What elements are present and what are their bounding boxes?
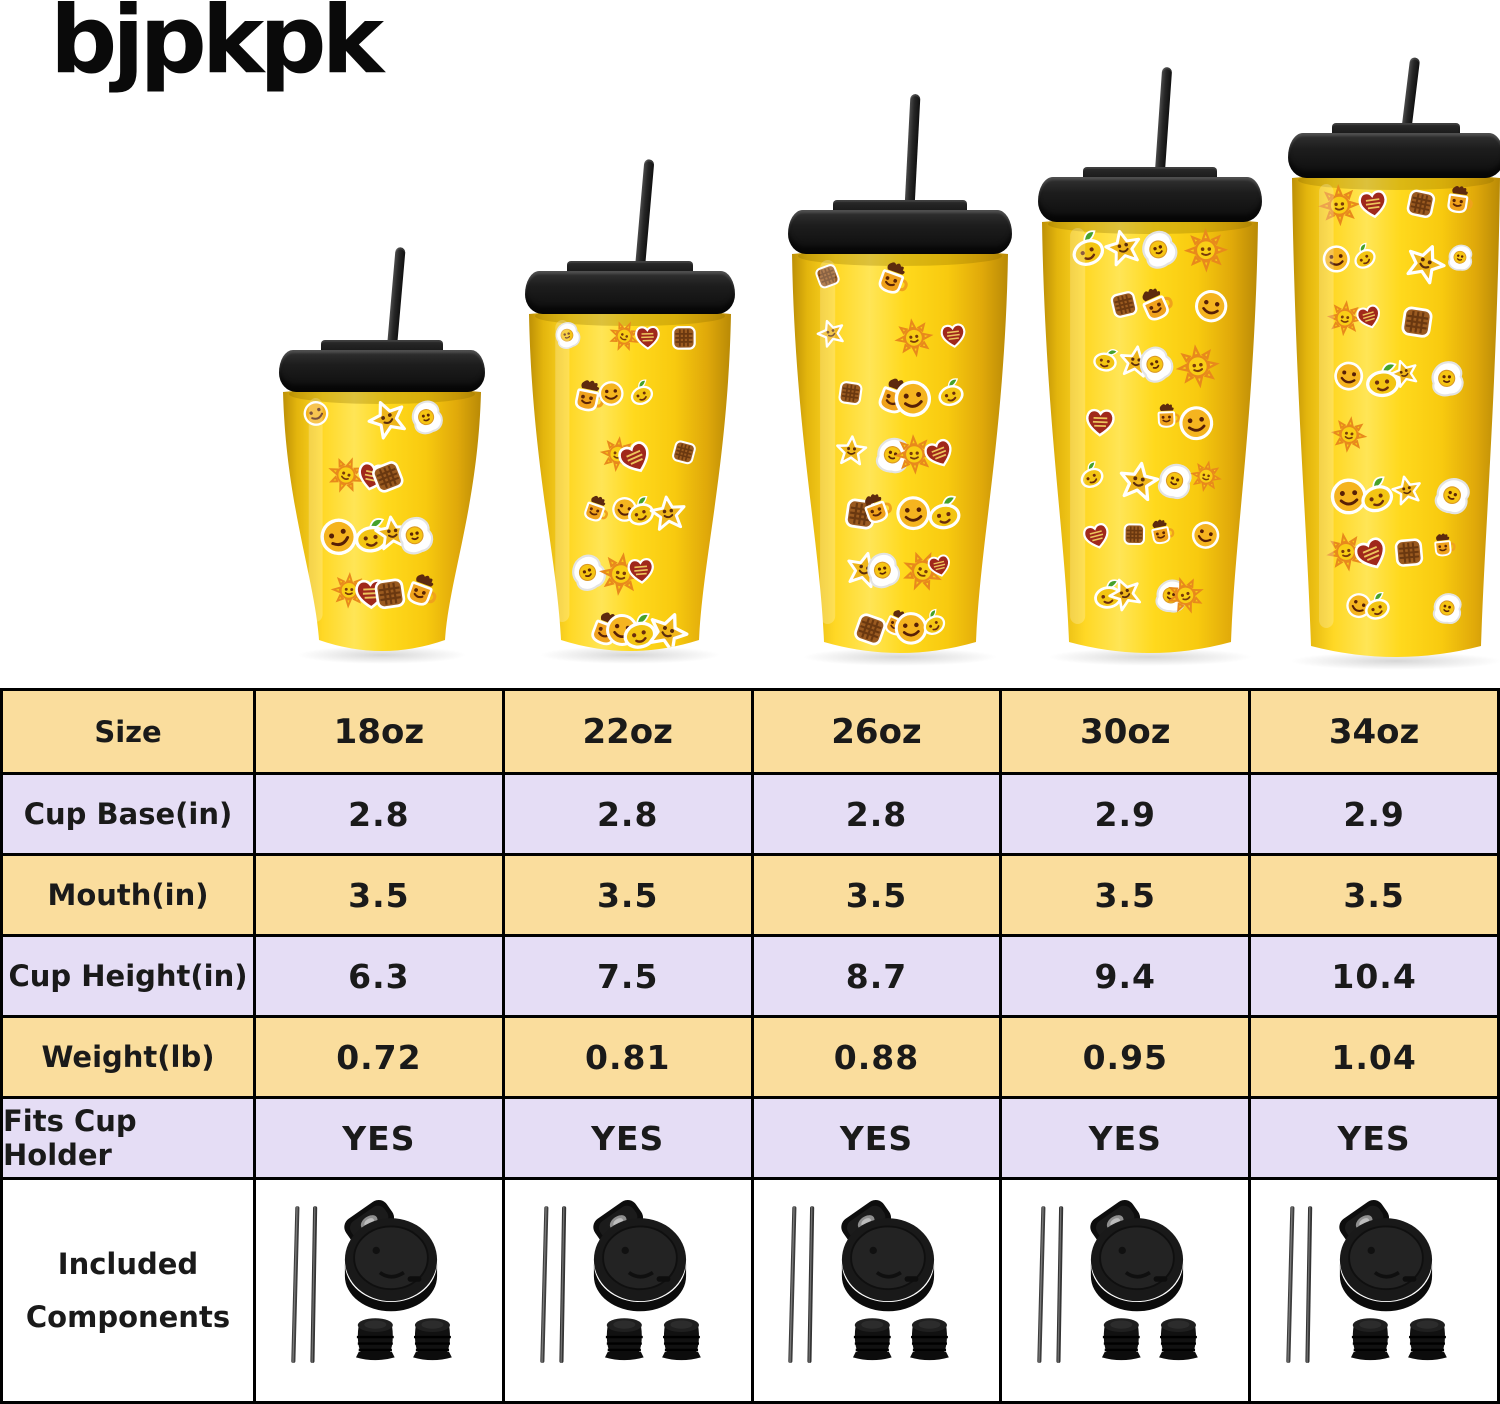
cup-shadow <box>297 646 467 664</box>
spec-row-label: Weight(lb) <box>3 1018 256 1099</box>
spec-row-label: Cup Height(in) <box>3 937 256 1018</box>
included-components-cell <box>256 1180 505 1404</box>
spec-value-cell: 8.7 <box>753 937 1003 1018</box>
tumbler-22oz <box>524 159 736 664</box>
spec-value-cell: 3.5 <box>1251 856 1500 937</box>
included-components-cell <box>753 1180 1003 1404</box>
tumbler-34oz <box>1287 57 1500 670</box>
lid <box>279 350 485 392</box>
cup-shadow <box>1289 652 1500 670</box>
spec-value-cell: 3.5 <box>753 856 1003 937</box>
lid <box>788 210 1012 254</box>
spec-value-cell: 7.5 <box>504 937 754 1018</box>
spec-size-header: 22oz <box>504 691 754 775</box>
included-components-cell <box>1251 1180 1500 1404</box>
lid <box>1288 133 1500 178</box>
spec-value-cell: 10.4 <box>1251 937 1500 1018</box>
spec-value-cell: 6.3 <box>256 937 505 1018</box>
brand-logo: bjpkpk <box>50 0 384 95</box>
included-components-cell <box>1002 1180 1252 1404</box>
spec-value-cell: 1.04 <box>1251 1018 1500 1099</box>
lid <box>1038 177 1262 222</box>
spec-value-cell: YES <box>1251 1099 1500 1180</box>
tumbler-26oz <box>787 93 1013 666</box>
spec-value-cell: 0.72 <box>256 1018 505 1099</box>
spec-value-cell: 0.95 <box>1002 1018 1252 1099</box>
spec-table: Size 18oz 22oz 26oz 30oz 34oz Cup Base(in) 2.8 2… <box>0 688 1500 1404</box>
included-components-icon <box>1019 1193 1231 1389</box>
spec-value-cell: 3.5 <box>256 856 505 937</box>
spec-value-cell: 3.5 <box>1002 856 1252 937</box>
included-components-icon <box>770 1193 982 1389</box>
included-components-icon <box>273 1193 485 1389</box>
cup-shadow <box>802 648 998 666</box>
spec-row-label: Cup Base(in) <box>3 775 256 856</box>
spec-value-cell: YES <box>753 1099 1003 1180</box>
included-label-line: Included <box>57 1247 199 1282</box>
cup-body <box>1042 214 1258 653</box>
spec-value-cell: 2.8 <box>504 775 754 856</box>
spec-value-cell: 2.9 <box>1251 775 1500 856</box>
spec-value-cell: 9.4 <box>1002 937 1252 1018</box>
spec-value-cell: 0.88 <box>753 1018 1003 1099</box>
spec-value-cell: 3.5 <box>504 856 754 937</box>
spec-size-header: 26oz <box>753 691 1003 775</box>
cup-body <box>792 246 1008 653</box>
spec-row-label: Fits Cup Holder <box>3 1099 256 1180</box>
included-components-icon <box>1268 1193 1480 1389</box>
cup-body <box>283 384 481 651</box>
spec-value-cell: YES <box>256 1099 505 1180</box>
included-label-line: Components <box>25 1299 231 1334</box>
cup-shadow <box>539 646 721 664</box>
spec-value-cell: YES <box>1002 1099 1252 1180</box>
tumbler-30oz <box>1037 66 1263 666</box>
spec-size-header: 30oz <box>1002 691 1252 775</box>
included-components-label: Included Components <box>3 1180 256 1404</box>
spec-value-cell: 0.81 <box>504 1018 754 1099</box>
cup-body <box>1292 170 1500 657</box>
included-components-icon <box>522 1193 734 1389</box>
spec-row-label: Mouth(in) <box>3 856 256 937</box>
spec-value-cell: 2.8 <box>256 775 505 856</box>
spec-size-header: 18oz <box>256 691 505 775</box>
included-components-cell <box>504 1180 754 1404</box>
spec-row-label: Size <box>3 691 256 775</box>
cup-body <box>529 306 731 651</box>
lid <box>525 271 735 314</box>
spec-size-header: 34oz <box>1251 691 1500 775</box>
spec-value-cell: 2.8 <box>753 775 1003 856</box>
spec-value-cell: 2.9 <box>1002 775 1252 856</box>
cup-shadow <box>1047 648 1253 666</box>
tumbler-18oz <box>278 246 486 664</box>
spec-value-cell: YES <box>504 1099 754 1180</box>
